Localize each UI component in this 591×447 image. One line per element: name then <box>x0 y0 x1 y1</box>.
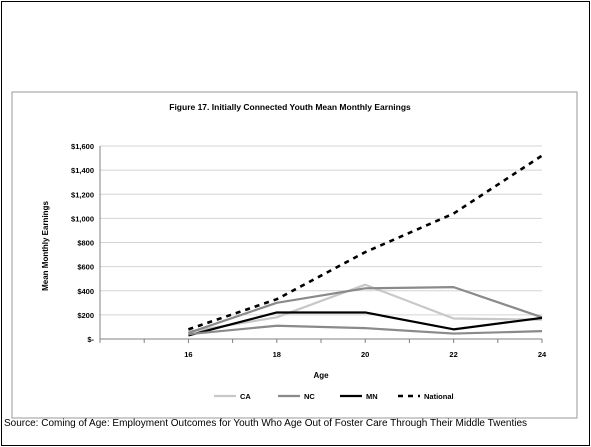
y-tick-label: $800 <box>77 239 94 248</box>
y-tick-label: $1,000 <box>71 214 94 223</box>
legend-label-nc: NC <box>304 392 315 401</box>
series-line-national <box>187 154 543 331</box>
y-tick-label: $1,200 <box>71 190 94 199</box>
y-tick-label: $600 <box>77 263 94 272</box>
source-caption: Source: Coming of Age: Employment Outcom… <box>4 418 528 429</box>
y-axis-label: Mean Monthly Earnings <box>41 201 50 291</box>
x-tick-label: 18 <box>273 350 281 359</box>
series-line-ca <box>188 283 543 333</box>
legend: CA NC MN National <box>214 392 454 401</box>
y-tick-label: $1,400 <box>71 166 94 175</box>
y-tick-label: $400 <box>77 287 94 296</box>
x-axis-label: Age <box>313 371 329 380</box>
chart-title: Figure 17. Initially Connected Youth Mea… <box>169 102 411 112</box>
gridlines <box>100 145 542 316</box>
x-tick-labels: 16 18 20 22 24 <box>184 350 547 359</box>
legend-label-national: National <box>424 392 454 401</box>
y-tick-label: $1,600 <box>71 142 94 151</box>
x-tick-label: 16 <box>184 350 192 359</box>
chart-border <box>11 91 578 419</box>
x-tick-label: 22 <box>449 350 457 359</box>
y-tick-label: $- <box>87 335 94 344</box>
series-line-unlabeled <box>188 324 543 336</box>
x-tick-label: 20 <box>361 350 369 359</box>
series-lines <box>187 154 543 337</box>
series-line-nc <box>188 286 543 335</box>
x-tick-label: 24 <box>538 350 547 359</box>
legend-label-ca: CA <box>240 392 251 401</box>
y-tick-label: $200 <box>77 311 94 320</box>
series-line-mn <box>188 311 543 337</box>
legend-label-mn: MN <box>366 392 378 401</box>
y-tick-labels: $- $200 $400 $600 $800 $1,000 $1,200 $1,400 $1,6… <box>71 142 94 344</box>
axes <box>99 146 543 343</box>
